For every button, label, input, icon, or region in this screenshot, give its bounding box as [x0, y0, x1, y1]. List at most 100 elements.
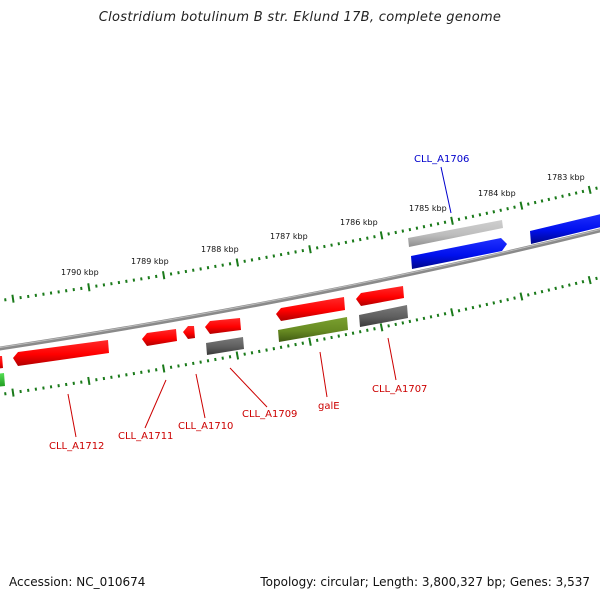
gene-feature-CLL_A1710[interactable] [183, 326, 195, 339]
leader-line-CLL_A1706 [440, 166, 452, 214]
minor-tick [177, 364, 180, 368]
gene-feature-CLL_A1712[interactable] [13, 340, 109, 366]
outer-tick-scale [4, 185, 598, 303]
minor-tick [192, 268, 195, 272]
major-tick [379, 323, 384, 332]
gene-label-galE[interactable]: galE [318, 401, 340, 412]
gene-feature-forward[interactable] [530, 213, 600, 244]
minor-tick [401, 229, 405, 233]
minor-tick [408, 227, 412, 232]
gene-label-CLL_A1706[interactable]: CLL_A1706 [414, 154, 469, 165]
minor-tick [554, 196, 558, 200]
major-tick [379, 231, 384, 240]
minor-tick [184, 363, 188, 367]
gene-label-CLL_A1709[interactable]: CLL_A1709 [242, 409, 297, 420]
gene-feature-reverse[interactable] [0, 373, 5, 387]
minor-tick [147, 369, 151, 373]
leader-line-CLL_A1710 [195, 373, 206, 419]
minor-tick [561, 285, 564, 289]
minor-tick [192, 361, 195, 366]
minor-tick [265, 348, 268, 352]
minor-tick [258, 349, 261, 354]
major-tick [519, 201, 524, 210]
major-tick [235, 351, 240, 360]
minor-tick [154, 368, 158, 372]
gene-feature-reverse[interactable] [0, 356, 3, 369]
major-tick [308, 337, 312, 346]
minor-tick [506, 207, 509, 211]
minor-tick [595, 186, 598, 190]
leader-line-CLL_A1712 [67, 393, 77, 438]
minor-tick [169, 272, 173, 276]
minor-tick [315, 246, 319, 250]
minor-tick [394, 322, 398, 327]
minor-tick [287, 251, 290, 255]
minor-tick [506, 298, 509, 302]
minor-tick [287, 344, 290, 348]
major-tick [308, 245, 312, 254]
genome-backbone-highlight [0, 228, 600, 348]
minor-tick [436, 313, 440, 318]
minor-tick [513, 296, 516, 300]
kbp-label: 1787 kbp [270, 232, 308, 241]
minor-tick [337, 242, 341, 246]
minor-tick [228, 355, 232, 359]
minor-tick [540, 199, 544, 203]
minor-tick [132, 371, 136, 376]
major-tick [87, 283, 91, 292]
minor-tick [323, 337, 326, 341]
minor-tick [228, 262, 232, 266]
minor-tick [199, 267, 202, 271]
minor-tick [547, 288, 551, 292]
gene-label-CLL_A1711[interactable]: CLL_A1711 [118, 431, 173, 442]
minor-tick [206, 359, 210, 363]
leader-line-CLL_A1711 [144, 379, 167, 429]
leader-line-CLL_A1709 [229, 367, 268, 408]
minor-tick [351, 331, 355, 335]
minor-tick [574, 191, 578, 195]
forward-strand-genes [408, 213, 600, 269]
minor-tick [492, 301, 496, 305]
gene-labels: CLL_A1706 CLL_A1712 CLL_A1711 CLL_A1710 … [49, 154, 469, 452]
minor-tick [177, 271, 180, 275]
minor-tick [485, 211, 489, 215]
leader-line-galE [319, 351, 328, 398]
gene-feature-CLL_A1709[interactable] [205, 318, 241, 334]
gene-label-CLL_A1707[interactable]: CLL_A1707 [372, 384, 427, 395]
minor-tick [526, 293, 530, 297]
kbp-label: 1786 kbp [340, 218, 378, 227]
minor-tick [540, 289, 544, 294]
gene-feature-reverse[interactable] [276, 297, 345, 321]
gene-label-CLL_A1712[interactable]: CLL_A1712 [49, 441, 104, 452]
gene-feature-reverse[interactable] [356, 286, 404, 306]
minor-tick [422, 225, 426, 229]
minor-tick [250, 351, 254, 355]
minor-tick [457, 309, 461, 313]
gene-label-CLL_A1710[interactable]: CLL_A1710 [178, 421, 233, 432]
minor-tick [169, 365, 173, 369]
minor-tick [330, 335, 333, 340]
major-tick [450, 308, 454, 317]
minor-tick [373, 327, 376, 331]
major-tick [587, 275, 592, 285]
gene-feature-galE[interactable] [278, 317, 348, 342]
minor-tick [272, 254, 276, 258]
major-tick [161, 364, 166, 373]
minor-tick [214, 264, 217, 269]
minor-tick [581, 280, 585, 284]
minor-tick [358, 330, 362, 334]
gene-feature-CLL_A1711[interactable] [142, 329, 177, 346]
minor-tick [595, 276, 598, 281]
gene-feature-reverse[interactable] [206, 337, 244, 355]
reverse-strand-genes [0, 286, 408, 387]
minor-tick [408, 319, 412, 324]
gene-feature-forward[interactable] [411, 238, 507, 269]
minor-tick [301, 248, 305, 253]
gene-feature-CLL_A1706[interactable] [408, 220, 503, 247]
minor-tick [574, 281, 578, 286]
minor-tick [387, 232, 390, 236]
minor-tick [513, 205, 516, 209]
gene-feature-CLL_A1707[interactable] [359, 305, 408, 327]
minor-tick [272, 347, 276, 351]
major-tick [587, 185, 592, 194]
